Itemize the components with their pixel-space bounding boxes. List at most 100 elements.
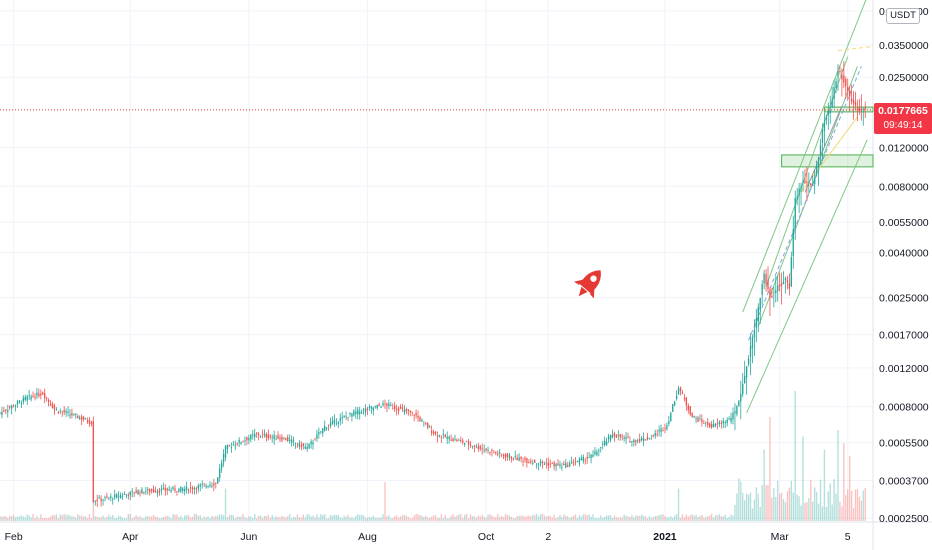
candle-body — [528, 461, 530, 463]
candle-body — [279, 437, 281, 440]
candle-body — [672, 404, 674, 412]
candle-body — [504, 453, 507, 458]
volume-bar — [127, 514, 130, 521]
volume-bar — [281, 515, 283, 521]
volume-bar — [471, 516, 474, 521]
volume-bar — [220, 514, 223, 521]
volume-bar — [228, 514, 231, 521]
candle-body — [462, 440, 464, 443]
volume-bar — [823, 449, 826, 521]
candle-body — [129, 491, 131, 496]
candle-body — [722, 421, 724, 424]
volume-bar — [535, 513, 538, 521]
price-tick-label: 0.0003700 — [879, 476, 929, 488]
candle-body — [677, 388, 680, 395]
price-tick-label: 0.0005500 — [879, 438, 929, 450]
volume-bar — [370, 517, 373, 521]
candle-body — [831, 99, 833, 108]
volume-bar — [397, 517, 400, 521]
volume-bar — [778, 493, 781, 521]
candle-body — [778, 284, 781, 287]
time-tick-label: Aug — [358, 531, 377, 543]
volume-bar — [714, 515, 717, 521]
volume-bar — [613, 515, 616, 521]
candle-body — [749, 345, 752, 357]
candle-body — [331, 421, 334, 424]
candle-body — [557, 463, 559, 466]
time-tick-label: 2 — [545, 531, 551, 543]
candle-body — [250, 434, 252, 440]
volume-bar — [584, 514, 586, 521]
volume-bar — [71, 516, 73, 521]
price-tick-label: 0.0040000 — [879, 248, 929, 260]
volume-bar — [185, 515, 188, 521]
volume-bar — [145, 516, 147, 521]
candle-body — [384, 403, 386, 405]
candle-body — [654, 432, 656, 436]
price-axis[interactable]: 0.05000000.03500000.02500000.01200000.00… — [879, 6, 929, 525]
candle-body — [14, 404, 17, 406]
volume-bar — [502, 517, 505, 521]
volume-bar — [217, 515, 219, 521]
candle-body — [724, 422, 726, 424]
currency-button[interactable]: USDT — [886, 8, 920, 24]
volume-bar — [94, 516, 96, 521]
volume-bar — [388, 515, 390, 521]
candle-body — [444, 434, 446, 438]
candle-body — [415, 413, 417, 416]
volume-bar — [55, 514, 58, 521]
volume-bar — [65, 514, 67, 521]
volume-bar — [825, 506, 828, 521]
candle-body — [467, 441, 470, 445]
candle-body — [489, 452, 491, 453]
candles — [0, 61, 866, 507]
volume-bar — [14, 517, 17, 521]
candle-body — [658, 430, 660, 432]
volume-bar — [607, 515, 610, 521]
candle-body — [675, 395, 678, 400]
candle-body — [176, 491, 178, 492]
candle-body — [637, 440, 639, 442]
volume-bar — [773, 488, 775, 521]
candle-body — [351, 413, 353, 417]
candle-body — [617, 434, 619, 436]
candle-body — [582, 456, 584, 462]
candle-body — [28, 394, 30, 396]
candle-body — [215, 482, 217, 484]
candle-body — [339, 418, 341, 421]
candle-body — [590, 454, 592, 459]
candle-body — [483, 449, 485, 451]
volume-bar — [290, 518, 293, 521]
candle-body — [812, 184, 814, 186]
volume-bar — [574, 514, 577, 521]
candle-body — [141, 489, 143, 494]
candle-body — [837, 70, 839, 78]
candle-body — [784, 278, 787, 281]
candle-body — [543, 463, 546, 465]
price-tick-label: 0.0008000 — [879, 402, 929, 414]
volume-bar — [771, 497, 773, 521]
candle-body — [751, 337, 754, 349]
candle-body — [205, 485, 207, 488]
candle-body — [510, 456, 513, 459]
candle-body — [345, 416, 347, 418]
volume-bar — [753, 499, 756, 521]
candle-body — [823, 121, 826, 131]
candle-body — [310, 441, 312, 445]
candle-body — [302, 443, 304, 446]
volume-bar — [722, 516, 724, 521]
candle-body — [42, 392, 44, 395]
candle-body — [149, 489, 151, 493]
candle-body — [681, 392, 684, 394]
volume-bar — [244, 517, 246, 521]
volume-bar — [69, 515, 71, 521]
volume-bar — [588, 514, 590, 521]
volume-bar — [685, 514, 688, 521]
volume-bar — [815, 491, 818, 521]
candle-body — [777, 285, 779, 291]
volume-bar — [395, 515, 398, 521]
volume-bar — [777, 480, 779, 521]
time-axis[interactable]: Feb Apr Jun Aug Oct 2 2021 Mar 5 — [5, 531, 851, 543]
volume-bar — [460, 514, 462, 521]
